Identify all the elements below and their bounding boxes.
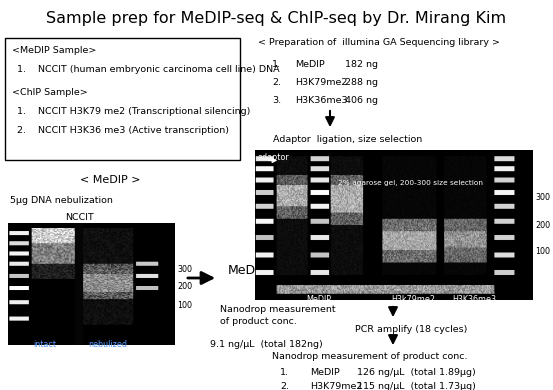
Text: adaptor: adaptor [258,153,290,162]
Text: H3K36me3: H3K36me3 [295,96,348,105]
Text: intact: intact [33,340,56,349]
Text: 100: 100 [177,301,192,310]
Text: 2.: 2. [272,78,281,87]
Text: < MeDIP >: < MeDIP > [80,175,140,185]
Text: 9.1 ng/μL  (total 182ng): 9.1 ng/μL (total 182ng) [210,340,323,349]
Text: MeDIP: MeDIP [295,60,325,69]
Text: 200: 200 [535,220,550,229]
Text: NCCIT: NCCIT [66,213,95,222]
Text: H3k79me2: H3k79me2 [392,296,435,305]
Text: 288 ng: 288 ng [345,78,378,87]
Text: 5μg DNA nebulization: 5μg DNA nebulization [10,196,113,205]
Text: 1.: 1. [280,368,289,377]
Text: MeDIP: MeDIP [306,296,331,305]
Text: 182 ng: 182 ng [345,60,378,69]
Text: 200: 200 [177,282,192,291]
Text: nebulized: nebulized [88,340,128,349]
Text: Nanodrop measurement of product conc.: Nanodrop measurement of product conc. [272,352,467,361]
Text: Nanodrop measurement
of product conc.: Nanodrop measurement of product conc. [220,305,336,326]
Text: 1.    NCCIT H3K79 me2 (Transcriptional silencing): 1. NCCIT H3K79 me2 (Transcriptional sile… [17,107,250,116]
Text: MeDIP: MeDIP [228,264,267,277]
Text: 1.    NCCIT (human embryonic carcinoma cell line) DNA: 1. NCCIT (human embryonic carcinoma cell… [17,65,279,74]
Text: < Preparation of  illumina GA Sequencing library >: < Preparation of illumina GA Sequencing … [258,38,500,47]
Text: H3K79me2: H3K79me2 [310,382,362,390]
Text: Adaptor  ligation, size selection: Adaptor ligation, size selection [273,135,422,144]
Text: MeDIP: MeDIP [310,368,340,377]
Text: 2.    NCCIT H3K36 me3 (Active transcription): 2. NCCIT H3K36 me3 (Active transcription… [17,126,229,135]
Text: <MeDIP Sample>: <MeDIP Sample> [12,46,96,55]
Text: 1.: 1. [272,60,281,69]
Text: PCR amplify (18 cycles): PCR amplify (18 cycles) [355,325,467,334]
Text: 300: 300 [535,193,550,202]
Text: 2% agarose gel, 200-300 size selection: 2% agarose gel, 200-300 size selection [338,180,483,186]
Text: H3K79me2: H3K79me2 [295,78,347,87]
Text: 300: 300 [177,265,192,274]
Text: <ChIP Sample>: <ChIP Sample> [12,89,88,98]
Text: 115 ng/μL  (total 1.73μg): 115 ng/μL (total 1.73μg) [357,382,476,390]
Text: 3.: 3. [272,96,281,105]
Text: 2.: 2. [280,382,289,390]
Text: Sample prep for MeDIP-seq & ChIP-seq by Dr. Mirang Kim: Sample prep for MeDIP-seq & ChIP-seq by … [46,11,507,25]
Text: 406 ng: 406 ng [345,96,378,105]
Text: 100: 100 [535,248,550,257]
Text: 126 ng/μL  (total 1.89μg): 126 ng/μL (total 1.89μg) [357,368,476,377]
Text: H3K36me3: H3K36me3 [452,296,497,305]
Bar [5,38,240,160]
